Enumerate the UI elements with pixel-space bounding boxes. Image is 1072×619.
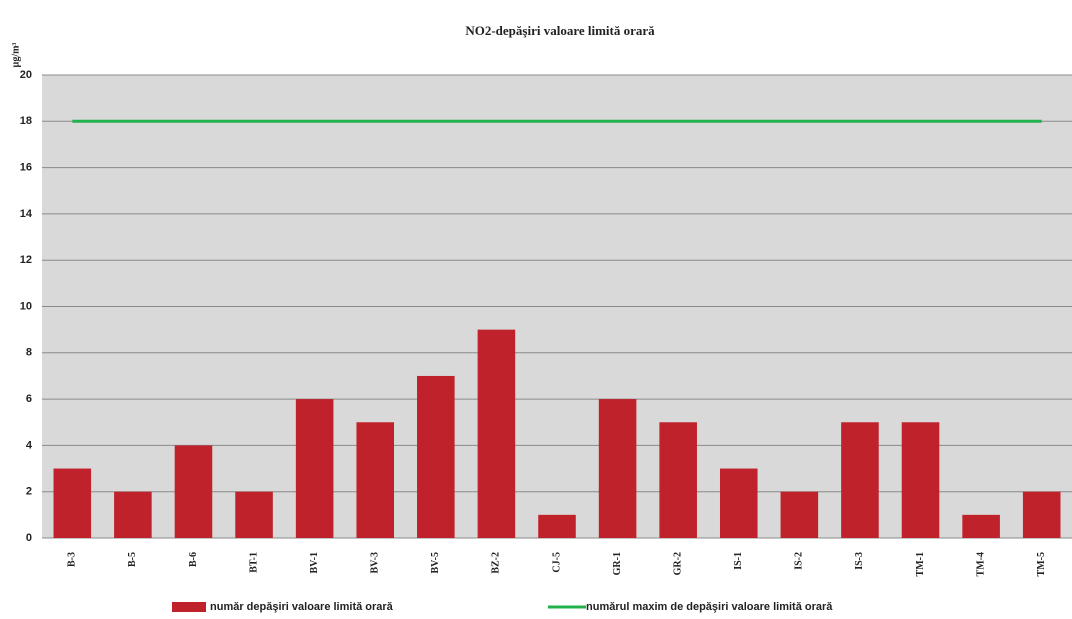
y-tick-label: 4 <box>26 439 33 451</box>
bar <box>417 375 455 538</box>
x-tick-label: BV-3 <box>370 552 381 573</box>
x-tick-label: B-3 <box>67 552 78 567</box>
legend-label: număr depăşiri valoare limită orară <box>210 601 394 613</box>
bar <box>235 491 273 538</box>
bar <box>598 399 637 538</box>
x-tick-label: BV-1 <box>309 552 320 573</box>
y-tick-label: 6 <box>26 393 32 405</box>
bar <box>962 514 1000 538</box>
y-tick-label: 20 <box>20 69 32 81</box>
x-tick-label: IS-1 <box>733 552 744 570</box>
x-tick-label: BV-5 <box>430 552 441 573</box>
legend-swatch <box>172 602 206 612</box>
chart-title: NO2-depăşiri valoare limită orară <box>465 23 655 38</box>
bar <box>901 422 940 538</box>
bar <box>659 422 697 538</box>
x-tick-label: TM-5 <box>1036 552 1047 576</box>
legend-label: numărul maxim de depăşiri valoare limită… <box>586 601 833 613</box>
bar <box>477 329 516 538</box>
y-axis-label: µg/m³ <box>10 43 21 68</box>
y-tick-label: 0 <box>26 532 32 544</box>
bar <box>356 422 395 538</box>
y-tick-label: 18 <box>20 115 32 127</box>
bar <box>295 399 334 538</box>
x-tick-label: B-5 <box>127 552 138 567</box>
x-tick-label: TM-4 <box>975 552 986 576</box>
y-tick-label: 12 <box>20 254 32 266</box>
y-tick-label: 2 <box>26 486 32 498</box>
bar <box>538 514 576 538</box>
bar <box>114 491 152 538</box>
bar <box>1022 491 1061 538</box>
bar <box>53 468 92 538</box>
x-tick-label: TM-1 <box>915 552 926 576</box>
bar <box>719 468 758 538</box>
x-tick-label: BT-1 <box>248 552 259 573</box>
x-tick-label: IS-3 <box>854 552 865 570</box>
x-tick-label: GR-1 <box>612 552 623 575</box>
y-tick-label: 16 <box>20 162 32 174</box>
bar <box>780 491 819 538</box>
y-tick-label: 8 <box>26 347 32 359</box>
x-tick-label: B-6 <box>188 552 199 567</box>
y-tick-label: 10 <box>20 300 32 312</box>
bar <box>841 422 879 538</box>
y-tick-label: 14 <box>20 208 33 220</box>
x-tick-label: BZ-2 <box>491 552 502 574</box>
x-tick-label: GR-2 <box>672 552 683 575</box>
x-tick-label: IS-2 <box>794 552 805 570</box>
x-tick-label: CJ-5 <box>551 552 562 573</box>
bar <box>174 445 213 538</box>
